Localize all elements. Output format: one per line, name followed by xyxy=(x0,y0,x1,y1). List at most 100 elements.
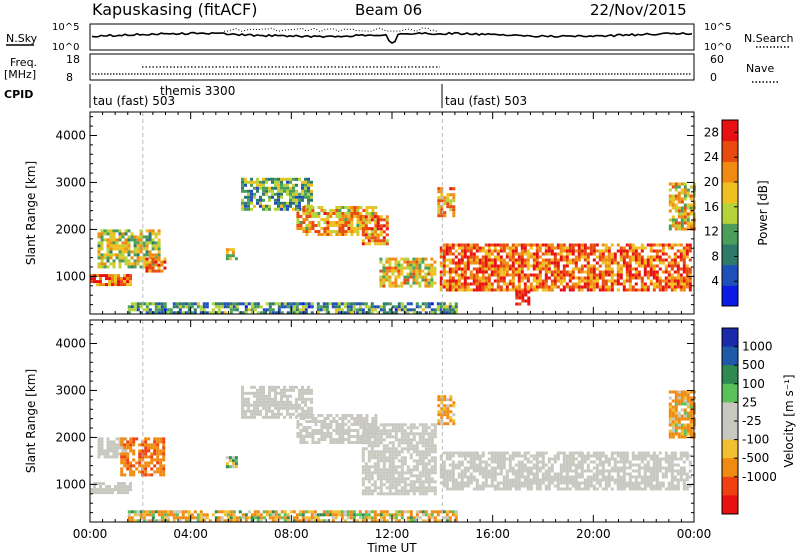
echo-cell xyxy=(448,273,452,277)
echo-cell xyxy=(292,201,295,205)
echo-cell xyxy=(677,215,681,219)
echo-cell xyxy=(394,438,398,442)
echo-cell xyxy=(676,249,680,253)
echo-cell xyxy=(235,305,239,309)
echo-cell xyxy=(150,458,154,462)
echo-cell xyxy=(344,438,348,441)
echo-cell xyxy=(127,519,131,523)
echo-cell xyxy=(625,460,629,464)
echo-cell xyxy=(247,201,250,205)
echo-cell xyxy=(430,308,434,312)
echo-cell xyxy=(445,487,449,491)
echo-cell xyxy=(574,466,578,470)
echo-cell xyxy=(391,456,395,460)
echo-cell xyxy=(469,463,473,467)
echo-cell xyxy=(373,218,377,222)
echo-cell xyxy=(361,489,365,493)
echo-cell xyxy=(112,443,116,447)
echo-cell xyxy=(298,388,301,392)
echo-cell xyxy=(415,480,419,484)
echo-cell xyxy=(616,472,620,476)
echo-cell xyxy=(99,488,102,492)
echo-cell xyxy=(661,288,665,292)
echo-cell xyxy=(683,417,687,421)
echo-cell xyxy=(562,276,566,280)
echo-cell xyxy=(286,186,289,190)
echo-cell xyxy=(187,302,191,306)
echo-cell xyxy=(304,186,307,190)
echo-cell xyxy=(520,288,524,292)
echo-cell xyxy=(356,218,360,221)
power-colorbar-label: Power [dB] xyxy=(756,180,770,245)
echo-cell xyxy=(449,193,453,197)
echo-cell xyxy=(187,516,191,520)
echo-cell xyxy=(568,469,572,473)
echo-cell xyxy=(232,519,236,523)
echo-cell xyxy=(370,218,374,222)
echo-cell xyxy=(446,407,450,411)
echo-cell xyxy=(415,281,419,285)
echo-cell xyxy=(388,492,392,496)
echo-cell xyxy=(424,281,428,285)
echo-cell xyxy=(544,246,548,250)
echo-cell xyxy=(311,414,315,417)
echo-cell xyxy=(562,478,566,482)
echo-cell xyxy=(538,451,542,455)
echo-cell xyxy=(362,429,366,432)
echo-cell xyxy=(382,438,386,442)
echo-cell xyxy=(577,285,581,289)
echo-cell xyxy=(622,255,626,259)
echo-cell xyxy=(130,256,134,260)
echo-cell xyxy=(481,282,485,286)
echo-cell xyxy=(144,449,148,453)
echo-cell xyxy=(655,276,659,280)
echo-cell xyxy=(466,276,470,280)
echo-cell xyxy=(350,414,354,417)
echo-cell xyxy=(670,457,674,461)
echo-cell xyxy=(364,462,368,466)
echo-cell xyxy=(262,516,266,520)
echo-cell xyxy=(302,209,306,212)
echo-cell xyxy=(280,391,283,395)
echo-cell xyxy=(463,285,467,289)
echo-cell xyxy=(326,224,330,227)
echo-cell xyxy=(550,475,554,479)
echo-cell xyxy=(320,206,324,209)
echo-cell xyxy=(442,270,446,274)
echo-cell xyxy=(106,443,110,447)
echo-cell xyxy=(685,276,689,280)
echo-cell xyxy=(403,477,407,481)
echo-cell xyxy=(463,261,467,265)
echo-cell xyxy=(442,472,446,476)
echo-cell xyxy=(604,270,608,274)
echo-cell xyxy=(424,432,428,436)
echo-cell xyxy=(577,463,581,467)
echo-cell xyxy=(160,269,164,273)
echo-cell xyxy=(400,456,404,460)
echo-cell xyxy=(463,273,467,277)
echo-cell xyxy=(304,189,307,193)
echo-cell xyxy=(685,472,689,476)
echo-cell xyxy=(361,438,365,442)
echo-cell xyxy=(394,516,398,520)
echo-cell xyxy=(466,246,470,250)
echo-cell xyxy=(440,205,444,209)
echo-cell xyxy=(521,296,525,300)
echo-cell xyxy=(379,284,383,288)
echo-cell xyxy=(244,308,248,312)
echo-cell xyxy=(622,457,626,461)
echo-cell xyxy=(370,483,374,487)
echo-cell xyxy=(308,435,312,438)
echo-cell xyxy=(385,474,389,478)
echo-cell xyxy=(535,472,539,476)
echo-cell xyxy=(409,438,413,442)
echo-cell xyxy=(415,465,419,469)
plot-title: Kapuskasing (fitACF) xyxy=(92,0,257,19)
echo-cell xyxy=(133,265,137,269)
echo-cell xyxy=(613,261,617,265)
echo-cell xyxy=(359,215,363,218)
echo-cell xyxy=(298,308,302,312)
echo-cell xyxy=(451,460,455,464)
echo-cell xyxy=(151,510,155,514)
echo-cell xyxy=(430,278,434,282)
